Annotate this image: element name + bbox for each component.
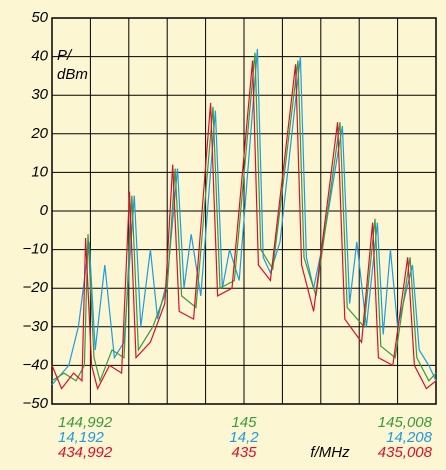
y-tick-label: −50 — [23, 395, 49, 412]
trace — [51, 52, 437, 383]
y-tick-label: 50 — [31, 9, 48, 26]
y-tick-label: 30 — [31, 86, 48, 103]
x-label: f/MHz — [310, 444, 350, 461]
x-tick-label: 435 — [231, 444, 257, 461]
x-tick-label: 434,992 — [58, 444, 113, 461]
y-label: dBm — [57, 66, 88, 83]
x-tick-label: 145 — [231, 414, 257, 431]
y-tick-label: 0 — [40, 202, 49, 219]
trace — [51, 60, 437, 391]
x-tick-label: 14,192 — [58, 429, 105, 446]
y-tick-label: 10 — [31, 163, 48, 180]
y-tick-label: −40 — [23, 356, 49, 373]
x-tick-label: 145,008 — [378, 414, 433, 431]
y-label: P/ — [57, 47, 73, 64]
x-tick-label: 144,992 — [58, 414, 113, 431]
y-tick-label: 20 — [30, 125, 48, 142]
y-tick-label: −10 — [23, 241, 49, 258]
x-tick-label: 14,208 — [386, 429, 433, 446]
y-tick-label: −20 — [23, 279, 49, 296]
y-tick-label: −30 — [23, 318, 49, 335]
y-tick-label: 40 — [31, 48, 48, 65]
trace — [51, 48, 437, 386]
x-tick-label: 14,2 — [229, 429, 259, 446]
x-tick-label: 435,008 — [378, 444, 433, 461]
